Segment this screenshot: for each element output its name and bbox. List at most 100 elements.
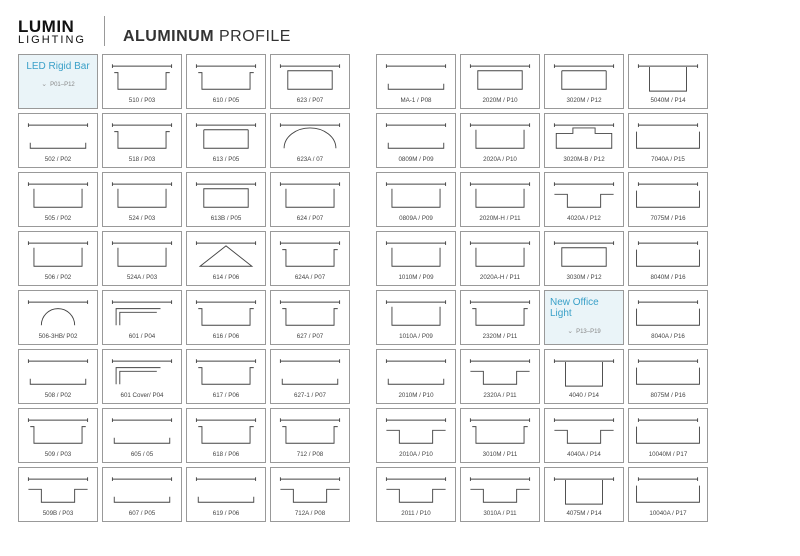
profile-cell: 2010M / P10	[376, 349, 456, 404]
profile-cell: 8075M / P16	[628, 349, 708, 404]
profile-cell: 619 / P06	[186, 467, 266, 522]
profile-label: 4040 / P14	[569, 393, 599, 399]
profile-label: 601 Cover/ P04	[121, 393, 164, 399]
profile-cell: 3030M / P12	[544, 231, 624, 286]
profile-label: 3020M-B / P12	[563, 157, 604, 163]
chevron-down-icon: ⌄	[567, 328, 573, 335]
profile-label: 524 / P03	[129, 216, 156, 222]
title-light: PROFILE	[219, 28, 291, 45]
profile-label: 624A / P07	[295, 275, 325, 281]
profile-label: 506 / P02	[45, 275, 72, 281]
profile-cell: 506-3HB/ P02	[18, 290, 98, 345]
profile-cell: 0809A / P09	[376, 172, 456, 227]
profile-cell: 4040 / P14	[544, 349, 624, 404]
profile-cell: 2320M / P11	[460, 290, 540, 345]
profile-cell: 616 / P06	[186, 290, 266, 345]
profile-label: 509B / P03	[43, 511, 74, 517]
profile-cell: 618 / P06	[186, 408, 266, 463]
profile-label: 613B / P05	[211, 216, 242, 222]
feature-title: LED Rigid Bar	[26, 61, 89, 72]
profile-cell: 10040A / P17	[628, 467, 708, 522]
profile-label: 10040M / P17	[649, 452, 688, 458]
profile-cell: 509 / P03	[18, 408, 98, 463]
profile-label: 508 / P02	[45, 393, 72, 399]
feature-subtitle: ⌄P13–P19	[567, 327, 601, 335]
profile-label: 613 / P05	[213, 157, 240, 163]
profile-label: 1010M / P09	[398, 275, 433, 281]
profile-grid-left: LED Rigid Bar ⌄P01–P12 510 / P03 610 / P…	[18, 54, 350, 522]
profile-label: 506-3HB/ P02	[39, 334, 78, 340]
profile-label: 8040A / P16	[651, 334, 685, 340]
profile-label: 505 / P02	[45, 216, 72, 222]
profile-label: MA-1 / P08	[401, 98, 432, 104]
profile-label: 624 / P07	[297, 216, 324, 222]
profile-cell: 1010M / P09	[376, 231, 456, 286]
profile-label: 2020M / P10	[482, 98, 517, 104]
profile-cell: 3010M / P11	[460, 408, 540, 463]
profile-cell: 1010A / P09	[376, 290, 456, 345]
feature-subtitle: ⌄P01–P12	[41, 80, 75, 88]
profile-label: 502 / P02	[45, 157, 72, 163]
profile-cell: 2020A-H / P11	[460, 231, 540, 286]
profile-cell: 627-1 / P07	[270, 349, 350, 404]
profile-cell: 624A / P07	[270, 231, 350, 286]
profile-label: 0809M / P09	[398, 157, 433, 163]
profile-cell: 601 Cover/ P04	[102, 349, 182, 404]
header-separator	[104, 16, 105, 46]
profile-cell: 524A / P03	[102, 231, 182, 286]
profile-cell: 3020M / P12	[544, 54, 624, 109]
page-title: ALUMINUM PROFILE	[123, 28, 291, 46]
profile-cell: 712A / P08	[270, 467, 350, 522]
profile-cell: 2020M / P10	[460, 54, 540, 109]
profile-label: 524A / P03	[127, 275, 157, 281]
profile-cell: 524 / P03	[102, 172, 182, 227]
profile-cell: 5040M / P14	[628, 54, 708, 109]
profile-label: 7040A / P15	[651, 157, 685, 163]
profile-cell: 8040M / P16	[628, 231, 708, 286]
profile-cell: 4075M / P14	[544, 467, 624, 522]
profile-cell: 506 / P02	[18, 231, 98, 286]
profile-cell: 2020A / P10	[460, 113, 540, 168]
profile-cell: 505 / P02	[18, 172, 98, 227]
profile-cell: 624 / P07	[270, 172, 350, 227]
profile-label: 2010M / P10	[398, 393, 433, 399]
profile-label: 2011 / P10	[401, 511, 430, 517]
profile-label: 509 / P03	[45, 452, 72, 458]
profile-label: 2020M-H / P11	[479, 216, 520, 222]
profile-cell: 2320A / P11	[460, 349, 540, 404]
profile-label: 2320M / P11	[483, 334, 518, 340]
profile-label: 605 / 05	[131, 452, 153, 458]
feature-title: New Office Light	[550, 297, 618, 319]
profile-label: 2010A / P10	[399, 452, 433, 458]
profile-label: 627 / P07	[297, 334, 324, 340]
profile-label: 607 / P05	[129, 511, 156, 517]
profile-label: 4075M / P14	[566, 511, 601, 517]
profile-label: 618 / P06	[213, 452, 240, 458]
profile-label: 2020A-H / P11	[480, 275, 520, 281]
profile-cell: 7040A / P15	[628, 113, 708, 168]
header: LUMIN LIGHTING ALUMINUM PROFILE	[18, 10, 782, 46]
profile-cell: 601 / P04	[102, 290, 182, 345]
profile-label: 510 / P03	[129, 98, 156, 104]
profile-cell: 8040A / P16	[628, 290, 708, 345]
profile-cell: 518 / P03	[102, 113, 182, 168]
profile-label: 3010A / P11	[483, 511, 516, 517]
profile-cell: 3010A / P11	[460, 467, 540, 522]
profile-label: 712 / P08	[297, 452, 324, 458]
profile-label: 2320A / P11	[483, 393, 516, 399]
profile-cell: 610 / P05	[186, 54, 266, 109]
title-strong: ALUMINUM	[123, 28, 214, 45]
profile-cell: 509B / P03	[18, 467, 98, 522]
profile-cell: 607 / P05	[102, 467, 182, 522]
profile-label: 5040M / P14	[650, 98, 685, 104]
profile-label: 8040M / P16	[650, 275, 685, 281]
profile-label: 623 / P07	[297, 98, 324, 104]
profile-cell: 3020M-B / P12	[544, 113, 624, 168]
profile-label: 619 / P06	[213, 511, 240, 517]
chevron-down-icon: ⌄	[41, 81, 47, 88]
profile-label: 3010M / P11	[483, 452, 518, 458]
profile-cell: 2011 / P10	[376, 467, 456, 522]
profile-cell: 510 / P03	[102, 54, 182, 109]
profile-label: 7075M / P16	[650, 216, 685, 222]
profile-grid-right: MA-1 / P08 2020M / P10 3020M / P12 5040M…	[376, 54, 708, 522]
